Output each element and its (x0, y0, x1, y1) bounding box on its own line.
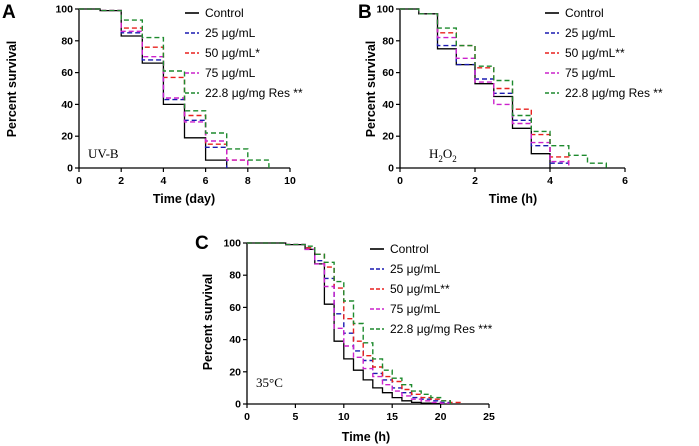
panel-a-letter: A (2, 2, 16, 23)
panel-c-axes: 0 20 40 60 80 100 0 5 10 15 20 25 (223, 238, 495, 424)
panel-b-series-75 (400, 8, 570, 168)
panel-b-series-25 (400, 8, 570, 168)
panel-c-y-tick-label-100: 100 (223, 238, 241, 250)
panel-b-y-axis-title: Percent survival (364, 41, 378, 138)
panel-b-x-tick-label-6: 6 (622, 175, 628, 187)
panel-a-y-tick-label-80: 80 (61, 35, 73, 47)
panel-b-series-50 (400, 8, 570, 168)
panel-b-condition-sub1: 2 (438, 154, 443, 164)
panel-b-series (400, 8, 607, 168)
panel-b-legend: Control 25 μg/mL 50 μg/mL** 75 μg/mL 22.8 μg… (545, 6, 663, 100)
panel-c-y-tick-label-40: 40 (229, 334, 241, 346)
panel-a-y-tick-label-100: 100 (55, 4, 73, 16)
panel-b-legend-label-res: 22.8 μg/mg Res ** (565, 86, 663, 100)
panel-c-series-50 (247, 242, 461, 404)
panel-c-y-tick-label-60: 60 (229, 302, 241, 314)
panel-c-legend: Control 25 μg/mL 50 μg/mL** 75 μg/mL 22.8 μg… (370, 242, 493, 336)
panel-a-legend-label-res: 22.8 μg/mg Res ** (205, 86, 303, 100)
panel-a-legend-label-50: 50 μg/mL* (205, 46, 260, 60)
panel-a-legend-label-75: 75 μg/mL (205, 66, 256, 80)
panel-b-legend-label-50: 50 μg/mL** (565, 46, 625, 60)
panel-b-x-tick-label-2: 2 (472, 175, 478, 187)
panel-a-y-tick-label-0: 0 (67, 163, 73, 175)
panel-a-y-tick-label-40: 40 (61, 99, 73, 111)
panel-c-series (247, 242, 461, 405)
panel-a-y-tick-label-60: 60 (61, 67, 73, 79)
panel-c-series-75 (247, 242, 451, 404)
panel-c-y-tick-label-20: 20 (229, 366, 241, 378)
panel-b-condition-label: H2O2 (429, 146, 457, 164)
panel-b-x-axis-title: Time (h) (489, 192, 537, 206)
panel-a-x-tick-label-4: 4 (160, 175, 166, 187)
panel-b-legend-label-control: Control (565, 6, 604, 20)
panel-c-condition-label: 35°C (256, 375, 283, 390)
panel-a-x-tick-label-10: 10 (284, 175, 296, 187)
panel-a-series-res (79, 8, 270, 168)
panel-a-x-tick-label-8: 8 (245, 175, 251, 187)
panel-a-survival-chart: A Percent survival Time (day) UV-B 02040… (2, 2, 303, 206)
panel-a-legend-label-control: Control (205, 6, 244, 20)
panel-c-legend-label-control: Control (390, 242, 429, 256)
panel-a-x-tick-label-2: 2 (118, 175, 124, 187)
panel-c-y-axis-title: Percent survival (201, 274, 215, 371)
panel-b-condition-base: H (429, 146, 438, 161)
panel-c-legend-label-50: 50 μg/mL** (390, 282, 450, 296)
panel-a-x-axis-title: Time (day) (153, 192, 215, 206)
panel-b-y-tick-label-80: 80 (382, 35, 394, 47)
panel-c-y-tick-label-0: 0 (235, 399, 241, 411)
panel-c-x-tick-label-0: 0 (244, 411, 250, 423)
panel-b-x-tick-label-4: 4 (547, 175, 553, 187)
panel-a-y-axis-title: Percent survival (5, 41, 19, 138)
panel-b-letter: B (358, 2, 372, 23)
panel-c-x-tick-label-15: 15 (386, 411, 398, 423)
panel-c-x-tick-label-20: 20 (435, 411, 447, 423)
panel-b-series-res (400, 8, 607, 168)
panel-c-series-control (247, 242, 442, 405)
panel-b-y-tick-label-40: 40 (382, 99, 394, 111)
panel-b-condition-sub2: 2 (452, 154, 457, 164)
panel-b-legend-label-75: 75 μg/mL (565, 66, 616, 80)
panel-b-series-control (400, 8, 551, 168)
panel-c-x-tick-label-25: 25 (483, 411, 495, 423)
panel-b-axes: 0 20 40 60 80 100 0 2 4 6 (376, 4, 628, 188)
panel-b-condition-mid: O (443, 146, 452, 161)
panel-c-legend-label-res: 22.8 μg/mg Res *** (390, 322, 493, 336)
panel-a-x-tick-label-6: 6 (203, 175, 209, 187)
panel-c-x-tick-label-10: 10 (338, 411, 350, 423)
panel-c-survival-chart: C Percent survival Time (h) 35°C 0 20 40 60… (195, 233, 495, 444)
panel-c-x-axis-title: Time (h) (342, 430, 390, 444)
panel-b-x-tick-label-0: 0 (397, 175, 403, 187)
panel-b-legend-label-25: 25 μg/mL (565, 26, 616, 40)
panel-a-legend: Control 25 μg/mL 50 μg/mL* 75 μg/mL 22.8 μg/… (185, 6, 303, 100)
panel-a-condition-label: UV-B (88, 146, 119, 161)
panel-b-y-tick-label-0: 0 (388, 163, 394, 175)
panel-a-y-tick-label-20: 20 (61, 131, 73, 143)
panel-c-y-tick-label-80: 80 (229, 270, 241, 282)
panel-b-y-tick-label-100: 100 (376, 4, 394, 16)
panel-a-axes: 0 20 40 60 80 100 0 2 4 6 8 10 (55, 4, 296, 188)
panel-b-y-tick-label-20: 20 (382, 131, 394, 143)
panel-a-series (79, 8, 270, 168)
panel-c-letter: C (195, 233, 209, 254)
panel-c-legend-label-25: 25 μg/mL (390, 262, 441, 276)
panel-a-x-tick-label-0: 0 (76, 175, 82, 187)
panel-b-survival-chart: B Percent survival Time (h) H2O2 0204060… (358, 2, 663, 206)
panel-c-x-tick-label-5: 5 (292, 411, 298, 423)
panel-c-series-res (247, 242, 451, 404)
panel-c-legend-label-75: 75 μg/mL (390, 302, 441, 316)
panel-b-y-tick-label-60: 60 (382, 67, 394, 79)
panel-a-legend-label-25: 25 μg/mL (205, 26, 256, 40)
